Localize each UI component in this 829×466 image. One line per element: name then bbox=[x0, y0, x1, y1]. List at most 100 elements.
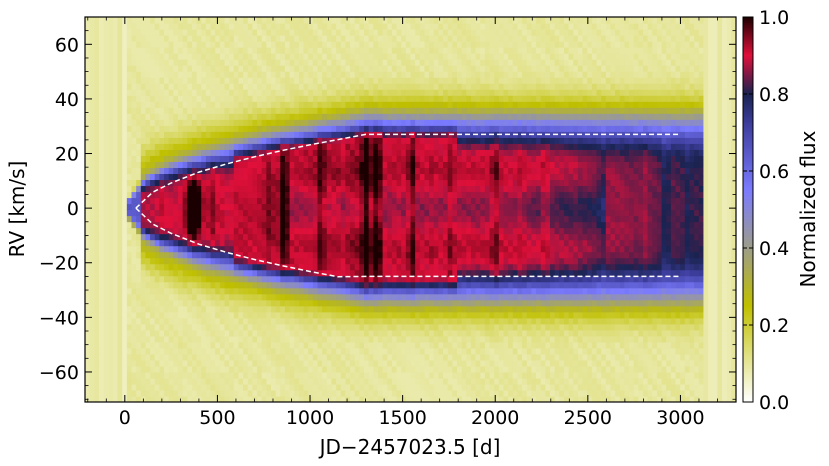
heatmap-cell bbox=[350, 215, 356, 223]
heatmap-cell bbox=[140, 113, 147, 120]
heatmap-cell bbox=[126, 221, 133, 229]
heatmap-cell bbox=[391, 365, 398, 373]
heatmap-cell bbox=[178, 341, 184, 349]
heatmap-cell bbox=[159, 29, 165, 36]
heatmap-cell bbox=[271, 71, 277, 78]
heatmap-cell bbox=[391, 119, 398, 126]
heatmap-cell bbox=[94, 215, 100, 223]
heatmap-cell bbox=[140, 353, 147, 361]
heatmap-cell bbox=[415, 77, 421, 84]
heatmap-cell bbox=[405, 377, 412, 385]
heatmap-cell bbox=[191, 23, 198, 30]
heatmap-cell bbox=[373, 251, 379, 259]
heatmap-cell bbox=[345, 95, 351, 102]
heatmap-cell bbox=[405, 137, 412, 144]
heatmap-cell bbox=[168, 215, 174, 223]
heatmap-cell bbox=[103, 371, 109, 379]
heatmap-cell bbox=[210, 95, 216, 102]
heatmap-cell bbox=[438, 257, 444, 265]
heatmap-cell bbox=[94, 221, 100, 229]
heatmap-cell bbox=[205, 185, 212, 193]
heatmap-cell bbox=[322, 329, 328, 337]
heatmap-cell bbox=[257, 269, 263, 277]
heatmap-cell bbox=[140, 299, 147, 307]
heatmap-cell bbox=[410, 377, 416, 385]
heatmap-cell bbox=[266, 173, 272, 181]
heatmap-cell bbox=[359, 209, 365, 217]
heatmap-cell bbox=[173, 125, 179, 132]
heatmap-cell bbox=[196, 305, 202, 313]
heatmap-cell bbox=[257, 35, 263, 42]
heatmap-cell bbox=[131, 125, 137, 132]
heatmap-cell bbox=[243, 23, 249, 30]
heatmap-cell bbox=[331, 251, 337, 259]
heatmap-cell bbox=[396, 89, 402, 96]
heatmap-cell bbox=[98, 305, 105, 313]
heatmap-cell bbox=[331, 185, 337, 193]
heatmap-cell bbox=[103, 299, 109, 307]
heatmap-cell bbox=[364, 245, 370, 253]
heatmap-cell bbox=[205, 281, 212, 289]
heatmap-cell bbox=[396, 221, 402, 229]
heatmap-cell bbox=[173, 173, 179, 181]
heatmap-cell bbox=[140, 59, 147, 66]
heatmap-cell bbox=[136, 125, 142, 132]
heatmap-cell bbox=[354, 215, 360, 223]
heatmap-cell bbox=[145, 131, 151, 138]
heatmap-cell bbox=[112, 239, 119, 247]
heatmap-cell bbox=[438, 17, 444, 24]
heatmap-cell bbox=[238, 359, 244, 367]
heatmap-cell bbox=[317, 251, 323, 259]
heatmap-cell bbox=[243, 323, 249, 331]
heatmap-cell bbox=[373, 203, 379, 211]
heatmap-cell bbox=[103, 275, 109, 283]
heatmap-cell bbox=[215, 23, 221, 30]
heatmap-cell bbox=[312, 125, 319, 132]
heatmap-cell bbox=[229, 239, 235, 247]
heatmap-cell bbox=[294, 365, 300, 373]
heatmap-cell bbox=[377, 335, 384, 343]
heatmap-cell bbox=[98, 149, 105, 156]
heatmap-cell bbox=[443, 335, 449, 343]
heatmap-cell bbox=[117, 263, 123, 271]
heatmap-cell bbox=[108, 35, 114, 42]
heatmap-cell bbox=[261, 263, 267, 271]
heatmap-cell bbox=[201, 41, 207, 48]
heatmap-cell bbox=[401, 155, 407, 162]
heatmap-cell bbox=[331, 23, 337, 30]
heatmap-cell bbox=[159, 293, 165, 301]
heatmap-cell bbox=[317, 167, 323, 175]
heatmap-cell bbox=[280, 287, 286, 295]
heatmap-cell bbox=[350, 101, 356, 108]
heatmap-cell bbox=[201, 131, 207, 138]
heatmap-cell bbox=[187, 239, 193, 247]
heatmap-cell bbox=[108, 53, 114, 60]
heatmap-cell bbox=[191, 179, 198, 187]
heatmap-cell bbox=[117, 233, 123, 241]
heatmap-cell bbox=[145, 359, 151, 367]
heatmap-cell bbox=[191, 251, 198, 259]
heatmap-cell bbox=[224, 383, 230, 391]
heatmap-cell bbox=[224, 23, 230, 30]
heatmap-cell bbox=[210, 305, 216, 313]
heatmap-cell bbox=[150, 317, 156, 325]
heatmap-cell bbox=[243, 77, 249, 84]
heatmap-cell bbox=[159, 389, 165, 397]
heatmap-cell bbox=[178, 383, 184, 391]
heatmap-cell bbox=[336, 353, 342, 361]
heatmap-cell bbox=[215, 233, 221, 241]
heatmap-cell bbox=[140, 29, 147, 36]
heatmap-cell bbox=[275, 329, 281, 337]
heatmap-cell bbox=[322, 119, 328, 126]
heatmap-cell bbox=[289, 335, 295, 343]
heatmap-cell bbox=[405, 113, 412, 120]
heatmap-cell bbox=[382, 215, 388, 223]
heatmap-cell bbox=[396, 101, 402, 108]
heatmap-cell bbox=[112, 389, 119, 397]
heatmap-cell bbox=[275, 377, 281, 385]
heatmap-cell bbox=[205, 149, 212, 156]
heatmap-cell bbox=[289, 35, 295, 42]
heatmap-cell bbox=[443, 167, 449, 175]
heatmap-cell bbox=[182, 167, 188, 175]
heatmap-cell bbox=[308, 209, 314, 217]
